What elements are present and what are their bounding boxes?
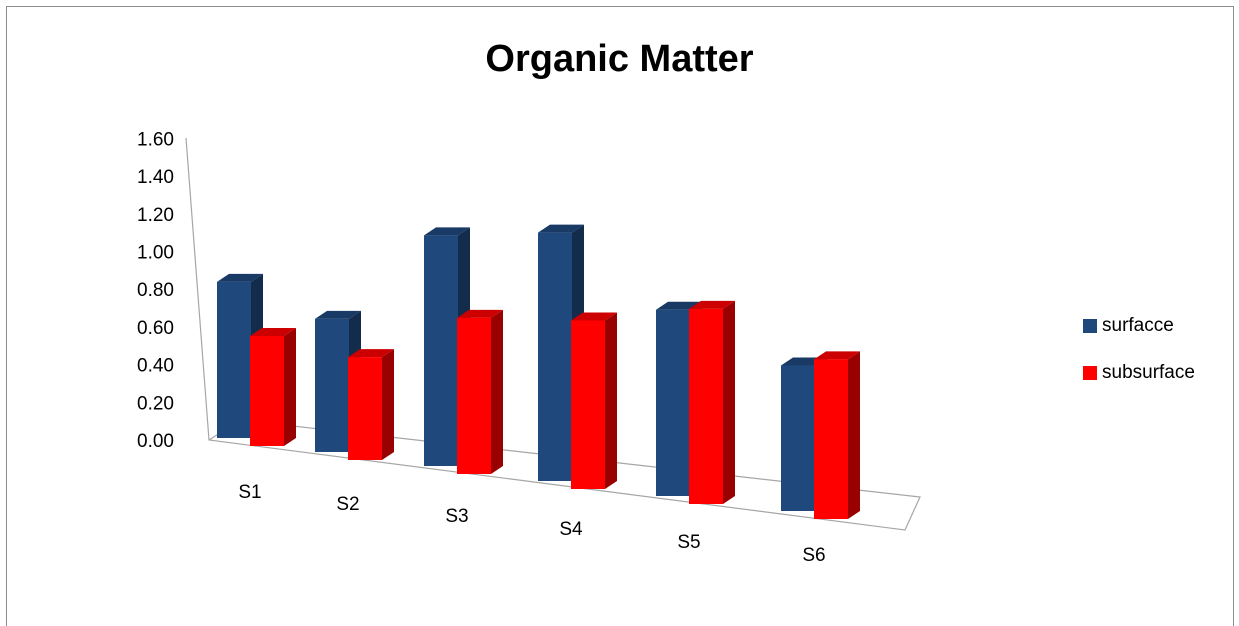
category-label-S4: S4: [559, 519, 583, 540]
y-tick-label: 1.60: [137, 129, 174, 150]
chart-frame: [6, 6, 1234, 626]
y-tick-labels: 0.00 0.20 0.40 0.60 0.80 1.00 1.20 1.40 1.60: [137, 129, 174, 452]
legend-label-surface: surfacce: [1102, 315, 1174, 336]
bar-side: [382, 349, 394, 460]
bar-front: [217, 281, 251, 438]
bar-side: [491, 309, 503, 474]
category-label-S6: S6: [802, 545, 825, 566]
legend-swatch-subsurface: [1083, 366, 1097, 380]
bar-side: [848, 351, 860, 519]
bars-layer: [217, 224, 860, 519]
chart-plot: 0.000.200.400.600.801.001.201.401.60 S1S…: [137, 129, 921, 566]
bar-side: [284, 327, 296, 446]
legend-item-surface: surfacce: [1083, 314, 1195, 338]
y-tick-label: 1.20: [137, 205, 174, 226]
bar-subsurface-S6: [814, 351, 860, 519]
y-tick-label: 0.40: [137, 356, 174, 377]
legend-item-subsurface: subsurface: [1083, 361, 1195, 385]
bar-top: [315, 310, 361, 319]
bar-front: [538, 232, 572, 481]
bar-subsurface-S3: [457, 309, 503, 474]
bar-top: [424, 227, 470, 236]
bar-front: [571, 320, 605, 489]
bar-top: [689, 300, 735, 309]
y-tick-label: 0.00: [137, 431, 174, 452]
bar-front: [689, 308, 723, 504]
chart-title: Organic Matter: [485, 38, 754, 80]
bar-front: [424, 235, 458, 466]
category-labels: S1 S2 S3 S4 S5 S6: [238, 482, 825, 566]
legend-swatch-surface: [1083, 319, 1097, 333]
bar-subsurface-S5: [689, 300, 735, 504]
y-tick-label: 1.00: [137, 243, 174, 264]
bar-top: [656, 301, 702, 310]
category-label-S5: S5: [677, 532, 700, 553]
category-label-S3: S3: [445, 506, 468, 527]
bar-top: [250, 327, 296, 336]
bar-front: [656, 309, 690, 496]
legend-label-subsurface: subsurface: [1102, 362, 1195, 383]
bar-front: [814, 359, 848, 519]
bar-top: [348, 349, 394, 358]
bar-front: [348, 357, 382, 460]
bar-front: [781, 365, 815, 511]
bar-front: [315, 318, 349, 452]
y-tick-label: 0.80: [137, 280, 174, 301]
bar-subsurface-S2: [348, 349, 394, 460]
bar-front: [457, 317, 491, 474]
bar-side: [605, 312, 617, 489]
bar-side: [723, 300, 735, 504]
bar-surfacce-S1: [217, 273, 263, 438]
y-tick-label: 0.20: [137, 393, 174, 414]
bar-top: [457, 309, 503, 318]
y-tick-label: 0.60: [137, 318, 174, 339]
legend: surfacce subsurface: [1083, 314, 1195, 408]
bar-subsurface-S1: [250, 327, 296, 446]
bar-top: [571, 312, 617, 321]
category-label-S2: S2: [336, 494, 359, 515]
bar-front: [250, 335, 284, 446]
y-tick-label: 1.40: [137, 167, 174, 188]
bar-top: [217, 273, 263, 282]
bar-top: [814, 351, 860, 360]
bar-top: [538, 224, 584, 233]
bar-subsurface-S4: [571, 312, 617, 489]
category-label-S1: S1: [238, 482, 261, 503]
